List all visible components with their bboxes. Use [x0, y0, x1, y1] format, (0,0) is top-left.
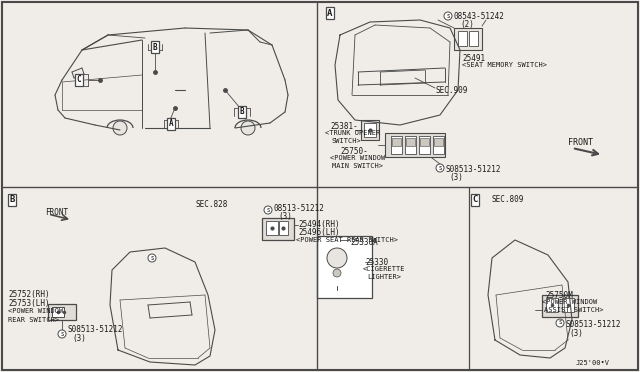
Bar	[420, 138, 429, 146]
Text: J25'00•V: J25'00•V	[576, 360, 610, 366]
Text: <POWER SEAT REAR SWITCH>: <POWER SEAT REAR SWITCH>	[296, 237, 398, 243]
Circle shape	[113, 121, 127, 135]
Text: (3): (3)	[72, 334, 86, 343]
Text: S08513-51212: S08513-51212	[68, 325, 124, 334]
Bar	[546, 298, 558, 312]
Text: S: S	[438, 166, 442, 170]
Text: <POWER WINDOW: <POWER WINDOW	[330, 155, 385, 161]
Circle shape	[556, 319, 564, 327]
Text: <POWER WINDOW: <POWER WINDOW	[542, 299, 597, 305]
Bar	[391, 136, 402, 154]
Text: S: S	[266, 208, 269, 212]
Text: 25496(LH): 25496(LH)	[298, 228, 340, 237]
Bar	[433, 136, 444, 154]
Text: B: B	[153, 42, 157, 51]
Text: 25330A: 25330A	[350, 238, 378, 247]
Text: SEC.828: SEC.828	[195, 200, 227, 209]
Text: REAR SWITCH>: REAR SWITCH>	[8, 317, 59, 323]
Bar	[406, 138, 415, 146]
Bar	[542, 295, 578, 317]
Text: (3): (3)	[449, 173, 463, 182]
Bar	[562, 298, 574, 312]
Circle shape	[58, 330, 66, 338]
Text: 25494(RH): 25494(RH)	[298, 220, 340, 229]
Bar	[405, 136, 416, 154]
Text: 25491: 25491	[462, 54, 485, 63]
Bar	[392, 138, 401, 146]
Text: 08543-51242: 08543-51242	[454, 12, 505, 21]
Text: (2): (2)	[460, 20, 474, 29]
Circle shape	[436, 164, 444, 172]
Text: SEC.909: SEC.909	[436, 86, 468, 95]
Bar	[317, 236, 372, 298]
Text: 25752(RH): 25752(RH)	[8, 290, 50, 299]
Circle shape	[264, 206, 272, 214]
Text: <SEAT MEMORY SWITCH>: <SEAT MEMORY SWITCH>	[462, 62, 547, 68]
Bar	[419, 136, 430, 154]
Bar	[266, 221, 278, 235]
Text: C: C	[77, 76, 81, 84]
Circle shape	[327, 248, 347, 268]
Text: FRONT: FRONT	[568, 138, 593, 147]
Circle shape	[444, 12, 452, 20]
Text: (3): (3)	[278, 212, 292, 221]
Text: 25381-: 25381-	[330, 122, 358, 131]
Text: S: S	[150, 256, 154, 260]
Text: B: B	[240, 108, 244, 116]
Bar	[458, 31, 467, 46]
Text: <POWER WINDOW: <POWER WINDOW	[8, 308, 63, 314]
Text: (3): (3)	[569, 329, 583, 338]
Text: FRONT: FRONT	[45, 208, 68, 217]
Bar	[48, 304, 76, 320]
Text: 25750M: 25750M	[545, 291, 573, 300]
Text: LIGHTER>: LIGHTER>	[367, 274, 401, 280]
Text: SEC.809: SEC.809	[492, 196, 524, 205]
Text: MAIN SWITCH>: MAIN SWITCH>	[332, 163, 383, 169]
Bar	[364, 123, 376, 137]
Bar	[52, 307, 64, 317]
Bar	[385, 133, 445, 157]
Bar	[279, 221, 288, 235]
Text: B: B	[10, 196, 15, 205]
Circle shape	[148, 254, 156, 262]
Bar	[469, 31, 478, 46]
Bar	[361, 120, 379, 140]
Text: A: A	[169, 119, 173, 128]
Bar	[454, 28, 482, 50]
Text: SWITCH>: SWITCH>	[332, 138, 362, 144]
Text: 08513-51212: 08513-51212	[273, 204, 324, 213]
Text: ASSIST SWITCH>: ASSIST SWITCH>	[544, 307, 604, 313]
Text: S: S	[558, 321, 562, 326]
Text: S08513-51212: S08513-51212	[565, 320, 621, 329]
Bar	[262, 218, 294, 240]
Circle shape	[333, 269, 341, 277]
Text: S08513-51212: S08513-51212	[446, 165, 502, 174]
Circle shape	[241, 121, 255, 135]
Text: A: A	[327, 9, 333, 17]
Text: C: C	[472, 196, 477, 205]
Text: <CIGERETTE: <CIGERETTE	[363, 266, 406, 272]
Text: 25750-: 25750-	[340, 147, 368, 156]
Text: <TRUNK OPENER: <TRUNK OPENER	[325, 130, 380, 136]
Text: S: S	[60, 331, 63, 337]
Text: 25753(LH): 25753(LH)	[8, 299, 50, 308]
Text: S: S	[446, 13, 450, 19]
Bar	[434, 138, 443, 146]
Text: 25330: 25330	[365, 258, 388, 267]
